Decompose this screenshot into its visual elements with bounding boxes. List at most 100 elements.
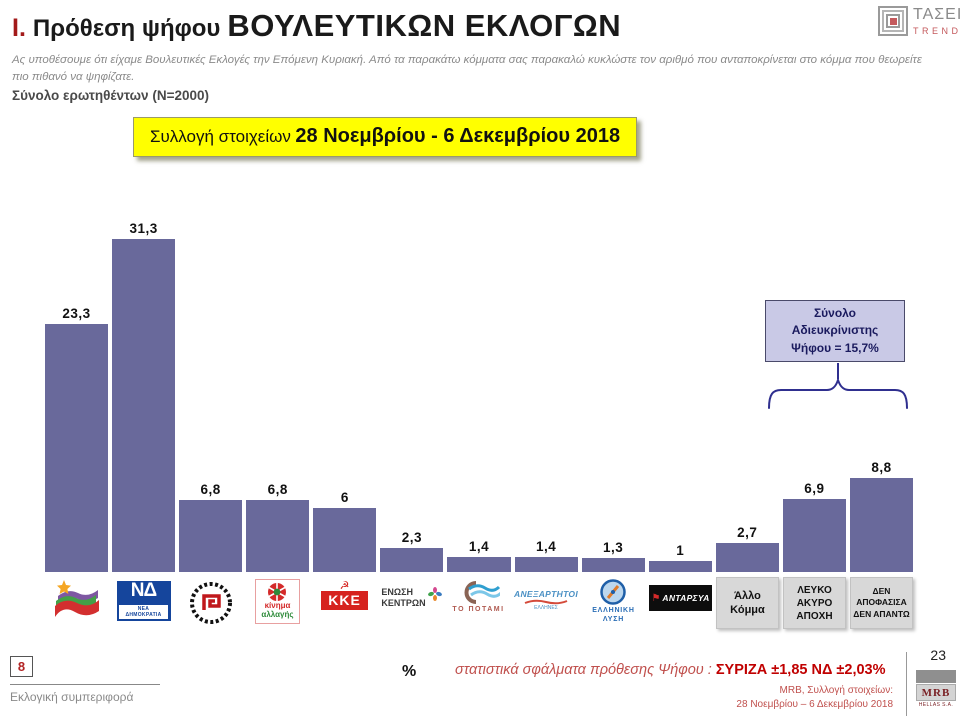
red-flag-icon: ⚑ [651, 592, 661, 604]
bar [849, 478, 914, 572]
title-prefix: Πρόθεση ψήφου [32, 15, 221, 42]
title-main: ΒΟΥΛΕΥΤΙΚΩΝ ΕΚΛΟΓΩΝ [227, 8, 622, 43]
elliniki-lysi-text: ΕΛΛΗΝΙΚΗ ΛΥΣΗ [592, 607, 635, 623]
party-logo-cell [45, 577, 108, 643]
slide-number-box: 8 [10, 656, 33, 677]
elliniki-lysi-logo: ΕΛΛΗΝΙΚΗ ΛΥΣΗ [592, 579, 635, 625]
bar-column: 1 [648, 205, 712, 572]
mrb-logo-sub: HELLAS S.A. [918, 702, 954, 708]
undecided-line1: Σύνολο [813, 305, 857, 320]
party-logo-cell: ΝΔ ΝΕΑ ΔΗΜΟΚΡΑΤΙΑ [112, 577, 175, 643]
party-logo-cell: ☭ ΚΚΕ [313, 577, 376, 643]
xrysh-augh-wreath-icon [189, 582, 232, 624]
party-logo-cell: ⚑ ΑΝΤΑΡΣΥΑ [648, 577, 712, 643]
source-line2: 28 Νοεμβρίου – 6 Δεκεμβρίου 2018 [736, 699, 893, 710]
bar [45, 324, 109, 572]
party-logo-cell: ΕΛΛΗΝΙΚΗ ΛΥΣΗ [582, 577, 645, 643]
stat-error-note: στατιστικά σφάλματα πρόθεσης Ψήφου : ΣΥΡ… [455, 662, 886, 678]
party-logo-cell: Άλλο Κόμμα [715, 577, 779, 643]
bar-column: 6 [313, 205, 377, 572]
bar-column: 6,8 [246, 205, 310, 572]
bar-value-label: 23,3 [62, 306, 91, 321]
bar-column: 2,3 [380, 205, 444, 572]
bar-column: 1,3 [581, 205, 645, 572]
footer-section-label: Εκλογική συμπεριφορά [10, 690, 134, 704]
potami-logo: ΤΟ ΠΟΤΑΜΙ [452, 579, 504, 613]
bar-value-label: 1,4 [468, 539, 490, 554]
bar [782, 499, 846, 572]
enosi-kentroon-palm-icon [427, 587, 442, 601]
undecided-brace [768, 363, 908, 409]
party-logo-cell [179, 577, 242, 643]
undecided-line3: Ψήφου = 15,7% [791, 340, 879, 355]
collection-dates-banner: Συλλογή στοιχείων 28 Νοεμβρίου - 6 Δεκεμ… [133, 117, 638, 157]
footer-divider [10, 684, 160, 685]
syriza-flags-icon [54, 580, 99, 617]
sample-size: Σύνολο ερωτηθέντων (N=2000) [12, 88, 209, 103]
trends-brand: ΤΑΣΕΙΣ TRENDS [878, 6, 960, 36]
anel-logo: ΑΝΕΞΑΡΤΗΤΟΙ ΕΛΛΗΝΕΣ [514, 589, 578, 611]
bar-value-label: 2,7 [737, 525, 758, 540]
potami-wave-icon [465, 581, 501, 604]
party-logo-cell: ΛΕΥΚΟ ΑΚΥΡΟ ΑΠΟΧΗ [782, 577, 846, 643]
source-line1: MRB, Συλλογή στοιχείων: [779, 685, 893, 696]
antarsya-text: ΑΝΤΑΡΣΥΑ [662, 593, 710, 603]
nd-logo: ΝΔ ΝΕΑ ΔΗΜΟΚΡΑΤΙΑ [116, 580, 171, 621]
bar-column: 31,3 [112, 205, 176, 572]
source-note: MRB, Συλλογή στοιχείων: 28 Νοεμβρίου – 6… [640, 684, 893, 712]
bar-value-label: 1,3 [603, 540, 624, 555]
enosi-kentroon-text: ΕΝΩΣΗ ΚΕΝΤΡΩΝ [381, 587, 426, 608]
party-logo-cell: ΕΝΩΣΗ ΚΕΝΤΡΩΝ [380, 577, 443, 643]
anel-wave-icon [524, 599, 568, 605]
mrb-logo: MRB HELLAS S.A. [916, 670, 956, 708]
bar [447, 557, 511, 572]
bar-value-label: 1,4 [535, 539, 557, 554]
kinal-text-1: κίνημα [264, 601, 291, 610]
bar [179, 500, 243, 572]
enosi-kentroon-logo: ΕΝΩΣΗ ΚΕΝΤΡΩΝ [381, 587, 442, 609]
category-label-box: ΔΕΝ ΑΠΟΦΑΣΙΣΑ ΔΕΝ ΑΠΑΝΤΩ [849, 577, 913, 629]
anel-subtext: ΕΛΛΗΝΕΣ [534, 605, 558, 611]
bar-value-label: 1 [676, 543, 685, 558]
page-title: I. Πρόθεση ψήφου ΒΟΥΛΕΥΤΙΚΩΝ ΕΚΛΟΓΩΝ [12, 8, 621, 44]
bar-value-label: 31,3 [129, 221, 158, 236]
bar [313, 508, 377, 572]
question-text: Ας υποθέσουμε ότι είχαμε Βουλευτικές Εκλ… [12, 54, 922, 83]
bar-chart: 23,3 31,3 6,8 6,8 6 2,3 1,4 1,4 1,3 1 2,7 6,9 8,8 [45, 205, 914, 572]
bar-column: 23,3 [45, 205, 109, 572]
bar [246, 500, 310, 572]
percent-axis-label: % [402, 663, 417, 680]
trends-text: ΤΑΣΕΙΣ TRENDS [913, 6, 960, 36]
kinal-flower-icon [268, 583, 287, 601]
bar [581, 558, 645, 572]
bar-value-label: 8,8 [871, 460, 892, 475]
banner-dates: 28 Νοεμβρίου - 6 Δεκεμβρίου 2018 [295, 125, 621, 147]
category-label-box: ΛΕΥΚΟ ΑΚΥΡΟ ΑΠΟΧΗ [782, 577, 846, 629]
undecided-line2: Αδιευκρίνιστης [791, 323, 879, 338]
anel-text: ΑΝΕΞΑΡΤΗΤΟΙ [514, 589, 578, 599]
category-label-box: Άλλο Κόμμα [715, 577, 779, 629]
kke-text: ΚΚΕ [321, 591, 368, 610]
kinal-text-2: αλλαγής [261, 609, 294, 619]
mrb-logo-bar [916, 670, 956, 683]
page-number: 23 [930, 647, 946, 663]
bar-column: 1,4 [447, 205, 511, 572]
bar-value-label: 2,3 [401, 530, 423, 545]
bar-value-label: 6,8 [267, 482, 288, 497]
compass-icon [600, 579, 627, 605]
bar-column: 6,9 [782, 205, 846, 572]
trends-sub: TRENDS [913, 26, 960, 36]
bar-column: 6,8 [179, 205, 243, 572]
bar [380, 548, 444, 572]
party-logo-cell: ΑΝΕΞΑΡΤΗΤΟΙ ΕΛΛΗΝΕΣ [514, 577, 578, 643]
bar-column: 1,4 [514, 205, 578, 572]
bar [715, 543, 779, 572]
stat-error-values: ΣΥΡΙΖΑ ±1,85 ΝΔ ±2,03% [715, 662, 886, 678]
nd-logo-text: ΝΕΑ ΔΗΜΟΚΡΑΤΙΑ [119, 605, 168, 619]
nd-monogram: ΝΔ [130, 580, 157, 601]
party-logo-cell: κίνημα αλλαγής [246, 577, 309, 643]
bar-value-label: 6 [340, 490, 349, 505]
party-logo-cell: ΔΕΝ ΑΠΟΦΑΣΙΣΑ ΔΕΝ ΑΠΑΝΤΩ [849, 577, 913, 643]
bar-column: 2,7 [715, 205, 779, 572]
bar [648, 561, 712, 572]
